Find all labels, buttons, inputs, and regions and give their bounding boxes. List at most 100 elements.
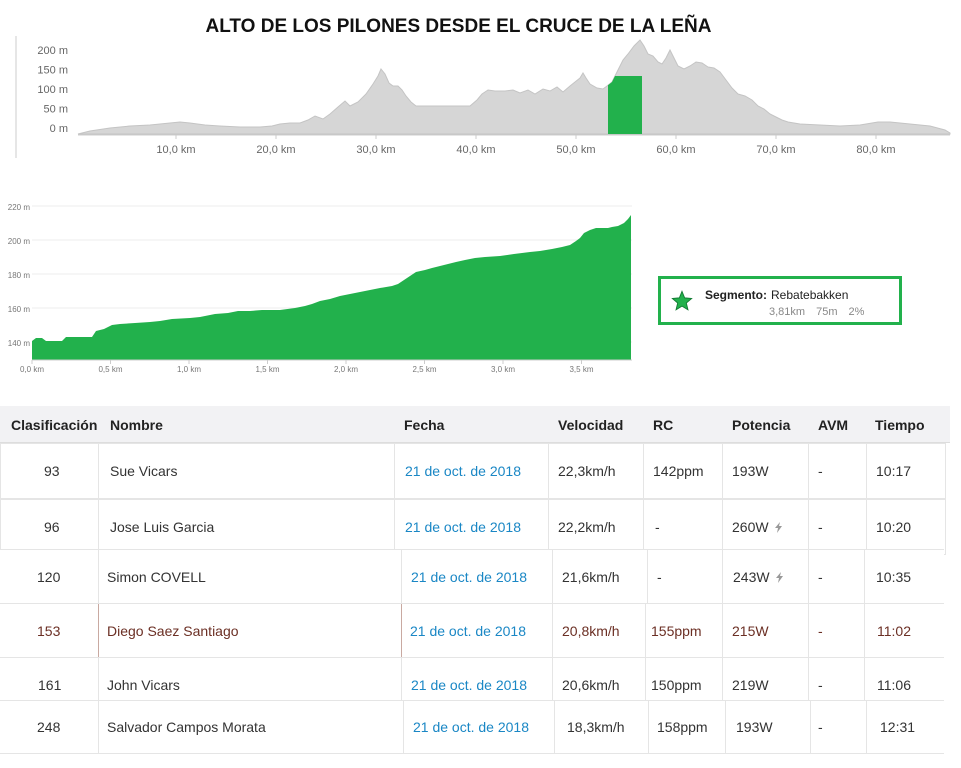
heart-rate-cell: 150ppm <box>651 677 702 693</box>
date-link[interactable]: 21 de oct. de 2018 <box>405 519 521 535</box>
x-tick-label: 3,5 km <box>569 365 593 374</box>
power-cell: 260W <box>732 500 783 554</box>
x-tick-label: 20,0 km <box>256 144 295 156</box>
table-row[interactable]: 153 Diego Saez Santiago 21 de oct. de 20… <box>0 603 944 659</box>
x-tick-label: 2,0 km <box>334 365 358 374</box>
athlete-name[interactable]: Simon COVELL <box>107 569 206 585</box>
vam-cell: - <box>818 463 823 479</box>
segment-label: Segmento: <box>705 288 768 302</box>
date-link[interactable]: 21 de oct. de 2018 <box>410 623 526 639</box>
activity-date-link[interactable]: 21 de oct. de 2018 <box>405 500 521 554</box>
segment-card[interactable]: Segmento: Rebatebakken 3,81km 75m 2% <box>658 276 902 325</box>
vam-cell: - <box>818 719 823 735</box>
y-tick-label: 0 m <box>50 123 68 135</box>
time-cell: 11:02 <box>877 623 911 639</box>
x-tick-label: 30,0 km <box>356 144 395 156</box>
heart-rate-cell: - <box>655 519 660 535</box>
activity-date-link[interactable]: 21 de oct. de 2018 <box>405 444 521 498</box>
segment-x-axis-ticks: 0,0 km 0,5 km 1,0 km 1,5 km 2,0 km 2,5 km 3,0 … <box>20 360 594 374</box>
leaderboard-header: Clasificación Nombre Fecha Velocidad RC … <box>0 406 950 443</box>
activity-date-link[interactable]: 21 de oct. de 2018 <box>410 604 526 658</box>
y-tick-label: 50 m <box>44 104 68 116</box>
page-title: ALTO DE LOS PILONES DESDE EL CRUCE DE LA… <box>205 16 712 37</box>
table-row[interactable]: 93 Sue Vicars 21 de oct. de 2018 22,3km/… <box>0 443 946 499</box>
col-header-power[interactable]: Potencia <box>732 417 791 433</box>
speed-cell: 20,8km/h <box>562 623 620 639</box>
x-axis-ticks: 10,0 km 20,0 km 30,0 km 40,0 km 50,0 km 60,0 … <box>156 135 896 156</box>
vam-cell: - <box>818 519 823 535</box>
vam-cell: - <box>818 677 823 693</box>
x-tick-label: 2,5 km <box>412 365 436 374</box>
activity-date-link[interactable]: 21 de oct. de 2018 <box>411 550 527 604</box>
col-header-date[interactable]: Fecha <box>404 417 445 433</box>
segment-highlight-area <box>608 76 642 134</box>
heart-rate-cell: 155ppm <box>651 623 702 639</box>
segment-grade: 2% <box>848 306 865 318</box>
col-header-rank[interactable]: Clasificación <box>11 417 98 433</box>
x-tick-label: 0,5 km <box>98 365 122 374</box>
time-cell: 10:35 <box>876 569 912 585</box>
vam-cell: - <box>818 569 823 585</box>
route-elevation-profile: 200 m 150 m 100 m 50 m 0 m 10,0 km 20,0 km 30,… <box>15 36 951 158</box>
x-tick-label: 50,0 km <box>556 144 595 156</box>
y-tick-label: 140 m <box>8 339 31 348</box>
x-tick-label: 0,0 km <box>20 365 44 374</box>
route-elevation-area <box>77 39 951 135</box>
athlete-name[interactable]: Jose Luis Garcia <box>110 519 215 535</box>
x-tick-label: 70,0 km <box>756 144 795 156</box>
x-tick-label: 3,0 km <box>491 365 515 374</box>
athlete-name[interactable]: Diego Saez Santiago <box>107 623 239 639</box>
y-tick-label: 200 m <box>37 45 68 57</box>
table-row[interactable]: 120 Simon COVELL 21 de oct. de 2018 21,6… <box>0 549 944 605</box>
speed-cell: 18,3km/h <box>567 719 625 735</box>
speed-cell: 22,2km/h <box>558 519 616 535</box>
col-header-vam[interactable]: AVM <box>818 417 849 433</box>
segment-elevation-profile: 220 m 200 m 180 m 160 m 140 m 0,0 km 0,5 km 1,… <box>8 203 632 374</box>
star-icon[interactable] <box>671 290 693 312</box>
rank-cell: 120 <box>37 569 61 585</box>
rank-cell: 153 <box>37 623 61 639</box>
rank-cell: 93 <box>44 463 60 479</box>
table-row[interactable]: 248 Salvador Campos Morata 21 de oct. de… <box>0 700 944 754</box>
time-cell: 10:20 <box>876 519 912 535</box>
athlete-name[interactable]: Salvador Campos Morata <box>107 719 266 735</box>
x-tick-label: 80,0 km <box>856 144 895 156</box>
table-row[interactable]: 96 Jose Luis Garcia 21 de oct. de 2018 2… <box>0 499 946 555</box>
power-cell: 215W <box>732 623 769 639</box>
date-link[interactable]: 21 de oct. de 2018 <box>411 677 527 693</box>
segment-name[interactable]: Rebatebakken <box>771 288 849 302</box>
col-header-hr[interactable]: RC <box>653 417 674 433</box>
heart-rate-cell: 142ppm <box>653 463 704 479</box>
power-cell: 193W <box>736 719 773 735</box>
rank-cell: 96 <box>44 519 60 535</box>
date-link[interactable]: 21 de oct. de 2018 <box>413 719 529 735</box>
x-tick-label: 10,0 km <box>156 144 195 156</box>
time-cell: 11:06 <box>877 677 911 693</box>
heart-rate-cell: 158ppm <box>657 719 708 735</box>
power-value: 260W <box>732 519 769 535</box>
col-header-speed[interactable]: Velocidad <box>558 417 624 433</box>
athlete-name[interactable]: Sue Vicars <box>110 463 178 479</box>
athlete-name[interactable]: John Vicars <box>107 677 180 693</box>
col-header-name[interactable]: Nombre <box>110 417 163 433</box>
heart-rate-cell: - <box>657 569 662 585</box>
speed-cell: 22,3km/h <box>558 463 616 479</box>
rank-cell: 161 <box>38 677 62 693</box>
x-tick-label: 60,0 km <box>656 144 695 156</box>
date-link[interactable]: 21 de oct. de 2018 <box>405 463 521 479</box>
power-value: 243W <box>733 569 770 585</box>
activity-date-link[interactable]: 21 de oct. de 2018 <box>413 701 529 753</box>
y-tick-label: 150 m <box>37 65 68 77</box>
segment-y-axis-ticks: 220 m 200 m 180 m 160 m 140 m <box>8 203 31 348</box>
x-tick-label: 40,0 km <box>456 144 495 156</box>
rank-cell: 248 <box>37 719 61 735</box>
segment-distance: 3,81km <box>769 306 806 318</box>
col-header-time[interactable]: Tiempo <box>875 417 925 433</box>
power-meter-icon <box>775 571 783 583</box>
y-tick-label: 180 m <box>8 271 31 280</box>
speed-cell: 20,6km/h <box>562 677 620 693</box>
activity-date-link[interactable]: 21 de oct. de 2018 <box>411 658 527 712</box>
date-link[interactable]: 21 de oct. de 2018 <box>411 569 527 585</box>
segment-elevation-gain: 75m <box>816 306 838 318</box>
x-tick-label: 1,5 km <box>255 365 279 374</box>
